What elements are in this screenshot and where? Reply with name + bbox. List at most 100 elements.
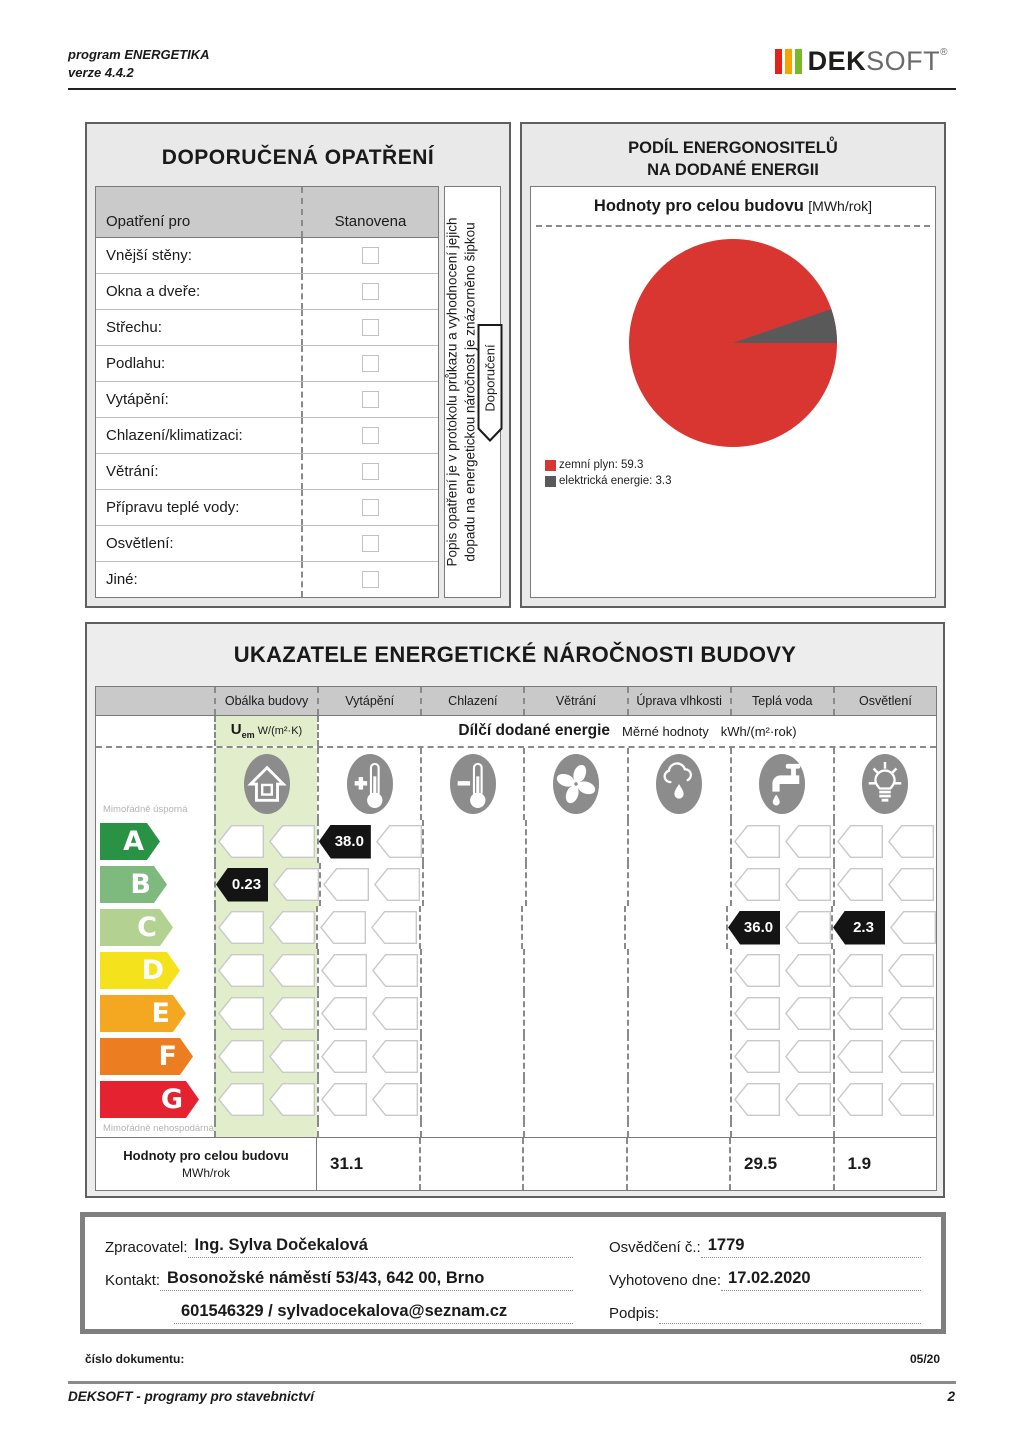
- trend-arrow-icon: [269, 1040, 316, 1073]
- logo-bars-icon: [774, 49, 802, 74]
- grid-cell: [626, 1121, 730, 1137]
- measure-checkbox: [361, 283, 379, 300]
- measure-checkbox: [361, 355, 379, 372]
- column-header-5: Úprava vlhkosti: [626, 687, 730, 715]
- trend-arrow-icon: [837, 868, 884, 901]
- energy-share-panel: PODÍL ENERGONOSITELŮ NA DODANÉ ENERGII H…: [520, 122, 946, 608]
- value-badge: 38.0: [318, 824, 371, 859]
- grid-cell: [420, 949, 523, 992]
- trend-arrow-icon: [733, 1083, 780, 1116]
- measure-row: Vnější stěny:: [96, 238, 438, 273]
- trend-arrow-icon: [372, 997, 419, 1030]
- total-value-cell: [625, 1138, 730, 1190]
- totals-label: Hodnoty pro celou budovu MWh/rok: [96, 1138, 317, 1190]
- trend-arrow-icon: [785, 911, 832, 944]
- trend-arrow-icon: [218, 1040, 265, 1073]
- measure-checkbox-cell: [300, 346, 438, 381]
- grid-cell: 0.23: [214, 863, 319, 906]
- grid-cell: [421, 863, 525, 906]
- kontakt-row: Kontakt: Bosonožské náměstí 53/43, 642 0…: [105, 1258, 573, 1291]
- trend-arrow-icon: [888, 868, 935, 901]
- trend-arrow-icon: [733, 997, 780, 1030]
- kontakt-value-1: Bosonožské náměstí 53/43, 642 00, Brno: [160, 1269, 573, 1291]
- grid-cell: [626, 1078, 730, 1121]
- measure-label: Vnější stěny:: [106, 247, 192, 264]
- vyhotoveno-row: Vyhotoveno dne: 17.02.2020: [609, 1258, 921, 1291]
- trend-arrow-icon: [785, 868, 832, 901]
- lighting-icon: [862, 754, 909, 814]
- trend-arrow-icon: [321, 1083, 368, 1116]
- grid-cell: 2.3: [831, 906, 937, 949]
- heating-icon: [346, 754, 393, 814]
- measure-row: Vytápění:: [96, 381, 438, 417]
- fan-icon: [552, 754, 599, 814]
- legend-label: zemní plyn: 59.3: [559, 459, 644, 471]
- grid-cell: [729, 949, 833, 992]
- grid-cell: [521, 906, 623, 949]
- total-value-cell: [418, 1138, 523, 1190]
- footer-brand: DEKSOFT - programy pro stavebnictví: [68, 1389, 315, 1404]
- grid-cell: [832, 992, 936, 1035]
- indicators-subheader-row: Uem W/(m²·K) Dílčí dodané energie Měrné h…: [96, 716, 936, 748]
- value-badge: 36.0: [728, 910, 781, 945]
- page-number: 2: [947, 1389, 955, 1404]
- measure-label: Jiné:: [106, 571, 138, 588]
- grid-cell: [626, 949, 730, 992]
- recommendation-tag: Doporučení: [478, 324, 503, 442]
- measure-row: Přípravu teplé vody:: [96, 489, 438, 525]
- column-header-1: Obálka budovy: [214, 687, 317, 715]
- measures-table-header: Opatření pro Stanovena: [96, 187, 438, 238]
- measure-checkbox-cell: [300, 526, 438, 561]
- measure-row: Větrání:: [96, 453, 438, 489]
- pie-slice: [733, 309, 837, 343]
- trend-arrow-icon: [371, 911, 418, 944]
- trend-arrow-icon: [836, 954, 883, 987]
- grade-a-arrow: A: [100, 823, 160, 860]
- legend-swatch-icon: [545, 475, 556, 487]
- logo-bar-icon: [784, 49, 792, 74]
- measure-checkbox: [361, 247, 379, 264]
- grid-cell: [729, 992, 833, 1035]
- measure-label: Okna a dveře:: [106, 283, 201, 300]
- trend-arrow-icon: [734, 868, 781, 901]
- program-info: program ENERGETIKA verze 4.4.2: [68, 46, 210, 82]
- trend-arrow-icon: [785, 825, 832, 858]
- column-header-7: Osvětlení: [832, 687, 936, 715]
- trend-arrow-icon: [784, 997, 831, 1030]
- trend-arrow-icon: [218, 997, 265, 1030]
- measure-row: Okna a dveře:: [96, 273, 438, 309]
- doc-number-value: 05/20: [909, 1352, 940, 1366]
- total-value-cell: 29.5: [729, 1138, 833, 1190]
- trend-arrow-icon: [837, 825, 884, 858]
- measure-checkbox-cell: [300, 418, 438, 453]
- measure-checkbox-cell: [300, 238, 438, 273]
- logo-bar-icon: [794, 49, 802, 74]
- grid-cell: [524, 863, 628, 906]
- deksoft-logo: DEKSOFT®: [774, 46, 948, 76]
- trend-arrow-icon: [321, 1040, 368, 1073]
- logo-text: DEKSOFT®: [807, 46, 948, 76]
- measures-title: DOPORUČENÁ OPATŘENÍ: [161, 146, 435, 169]
- program-version: verze 4.4.2: [68, 65, 134, 81]
- grid-cell: [418, 906, 521, 949]
- totals-row: Hodnoty pro celou budovu MWh/rok 31.1 29.…: [96, 1137, 936, 1190]
- trend-arrow-icon: [733, 1040, 780, 1073]
- measure-checkbox-cell: [300, 490, 438, 525]
- trend-arrow-icon: [372, 1040, 419, 1073]
- trend-arrow-icon: [217, 825, 264, 858]
- grid-cell: [214, 1078, 318, 1121]
- scale-bottom-label: Mimořádně nehospodárná: [103, 1123, 214, 1134]
- grid-cell: [627, 820, 730, 863]
- grid-cell: 36.0: [726, 906, 832, 949]
- measure-checkbox: [361, 499, 379, 516]
- legend-swatch-icon: [545, 459, 556, 471]
- grid-cell: [317, 1121, 420, 1137]
- measure-row: Podlahu:: [96, 345, 438, 381]
- grid-cell: [833, 820, 936, 863]
- trend-arrow-icon: [268, 825, 315, 858]
- grade-f-arrow: F: [100, 1038, 193, 1075]
- trend-arrow-icon: [320, 911, 367, 944]
- grid-cell: [627, 863, 730, 906]
- trend-arrow-icon: [268, 911, 315, 944]
